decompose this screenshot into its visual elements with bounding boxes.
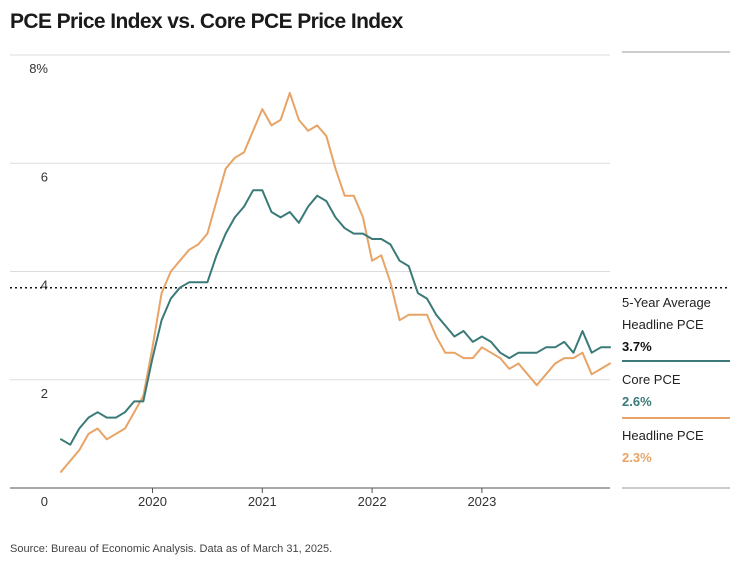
x-tick-label: 2020 bbox=[138, 494, 167, 509]
legend-headline: Headline PCE 2.3% bbox=[622, 425, 704, 469]
y-tick-label: 0 bbox=[41, 494, 48, 509]
legend-core: Core PCE 2.6% bbox=[622, 369, 681, 413]
x-tick-label: 2023 bbox=[467, 494, 496, 509]
legend-average-value: 3.7% bbox=[622, 339, 652, 354]
legend-average-line1: 5-Year Average bbox=[622, 295, 711, 310]
y-tick-label: 4 bbox=[41, 278, 48, 293]
y-tick-label: 8% bbox=[29, 61, 48, 76]
legend-headline-value: 2.3% bbox=[622, 450, 652, 465]
y-tick-label: 6 bbox=[41, 169, 48, 184]
headline-pce-line bbox=[60, 91, 611, 473]
source-note: Source: Bureau of Economic Analysis. Dat… bbox=[10, 543, 333, 555]
legend-average: 5-Year Average Headline PCE 3.7% bbox=[622, 292, 711, 358]
legend-average-line2: Headline PCE bbox=[622, 317, 704, 332]
core-pce-line bbox=[60, 189, 611, 446]
x-tick-label: 2021 bbox=[248, 494, 277, 509]
x-tick-label: 2022 bbox=[358, 494, 387, 509]
y-tick-label: 2 bbox=[41, 386, 48, 401]
legend-core-value: 2.6% bbox=[622, 394, 652, 409]
chart-title: PCE Price Index vs. Core PCE Price Index bbox=[10, 10, 403, 33]
legend-core-label: Core PCE bbox=[622, 372, 681, 387]
legend-headline-label: Headline PCE bbox=[622, 428, 704, 443]
